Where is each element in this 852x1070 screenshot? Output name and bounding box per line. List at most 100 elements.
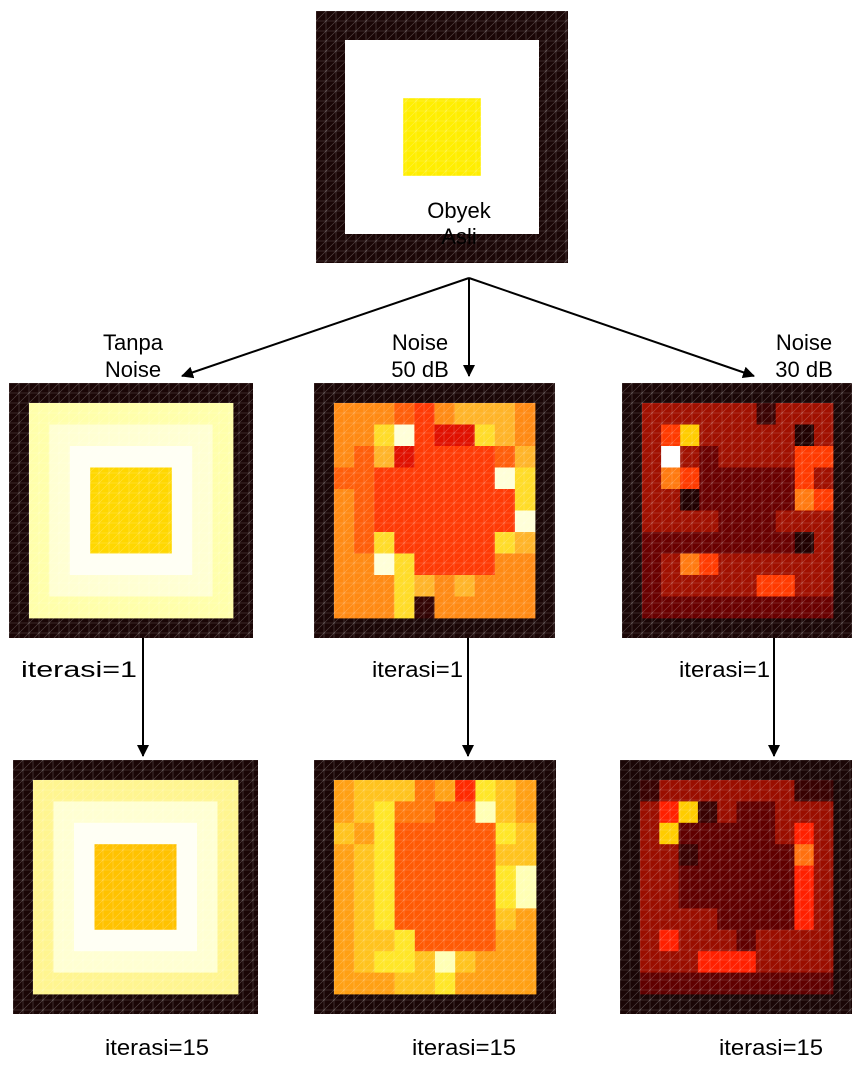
pixel-cell (192, 446, 213, 468)
pixel-cell (680, 403, 700, 425)
pixel-cell (717, 844, 737, 866)
pixel-cell (334, 575, 355, 597)
pixel-cell (394, 908, 416, 931)
pixel-cell (414, 908, 436, 931)
pixel-cell (414, 489, 435, 511)
pixel-cell (69, 489, 91, 511)
pixel-cell (33, 822, 54, 845)
pixel-cell (197, 908, 218, 931)
pixel-cell (455, 780, 476, 802)
pixel-cell (374, 865, 395, 888)
pixel-cell (699, 510, 719, 533)
pixel-cell (515, 822, 537, 845)
pixel-cell (334, 446, 355, 468)
pixel-cell (435, 972, 456, 995)
pixel-cell (794, 575, 815, 597)
pixel-cell (515, 801, 537, 824)
pixel-cell (176, 887, 198, 909)
pixel-cell (135, 865, 157, 888)
pixel-cell (354, 929, 375, 952)
pixel-cell (514, 532, 536, 554)
pixel-cell (90, 510, 111, 533)
pixel-cell (515, 780, 537, 802)
pixel-cell (813, 801, 834, 824)
pixel-cell (775, 951, 795, 973)
pixel-cell (74, 929, 95, 952)
pixel-cell (661, 446, 681, 468)
pixel-cell (74, 844, 95, 866)
pixel-cell (131, 532, 152, 554)
pixel-cell (775, 972, 795, 995)
pixel-cell (794, 844, 815, 866)
pixel-cell (374, 822, 395, 845)
pixel-cell (680, 424, 700, 447)
pixel-cell (659, 908, 679, 931)
pixel-cell (115, 822, 136, 845)
pixel-cell (151, 553, 173, 576)
pixel-cell (156, 865, 177, 888)
pixel-cell (718, 553, 738, 576)
pixel-cell (394, 532, 415, 554)
pixel-cell (115, 908, 136, 931)
pixel-cell (394, 801, 416, 824)
pixel-cell (661, 596, 681, 619)
pixel-cell (794, 887, 815, 909)
pixel-cell (74, 865, 95, 888)
pixel-cell (756, 532, 777, 554)
arrow-to-tanpa-noise (181, 277, 470, 379)
pixel-cell (33, 951, 54, 973)
pixel-cell (699, 446, 719, 468)
pixel-cell (131, 446, 152, 468)
pixel-cell (334, 844, 355, 866)
pixel-cell (659, 972, 679, 995)
pixel-cell (794, 553, 815, 576)
pixel-cell (374, 424, 395, 447)
pixel-cell (94, 801, 116, 824)
pixel-cell (151, 532, 173, 554)
pixel-cell (151, 403, 173, 425)
tanpa-noise-heading-line1: Tanpa (103, 330, 164, 355)
pixel-cell (414, 532, 435, 554)
pixel-cell (151, 467, 173, 490)
pixel-cell (697, 929, 718, 952)
pixel-cell (394, 780, 416, 802)
pixel-cell (794, 822, 815, 845)
pixel-cell (156, 801, 177, 824)
pixel-cell (156, 972, 177, 995)
pixel-cell (813, 596, 834, 619)
pixel-cell (90, 596, 111, 619)
pixel-cell (756, 510, 777, 533)
pixel-cell (737, 446, 757, 468)
pixel-cell (434, 553, 455, 576)
pixel-cell (334, 972, 355, 995)
pixel-cell (737, 532, 757, 554)
pixel-cell (475, 929, 496, 952)
pixel-cell (717, 822, 737, 845)
pixel-cell (717, 801, 737, 824)
pixel-cell (90, 424, 111, 447)
pixel-cell (455, 908, 476, 931)
pixel-cell (494, 467, 516, 490)
pixel-cell (212, 467, 234, 490)
pixel-cell (414, 424, 435, 447)
pixel-cell (176, 908, 198, 931)
pixel-cell (794, 972, 815, 995)
pixel-cell (813, 446, 834, 468)
pixel-cell (659, 865, 679, 888)
pixel-cell (90, 467, 111, 490)
pixel-cell (414, 822, 436, 845)
pixel-cell (69, 532, 91, 554)
pixel-cell (494, 446, 516, 468)
pixel-cell (414, 951, 436, 973)
pixel-cell (171, 575, 193, 597)
pixel-cell (176, 801, 198, 824)
pixel-cell (475, 865, 496, 888)
pixel-cell (197, 887, 218, 909)
pixel-cell (813, 780, 834, 802)
pixel-cell (94, 972, 116, 995)
pixel-cell (678, 801, 699, 824)
pixel-cell (717, 887, 737, 909)
pixel-cell (775, 467, 796, 490)
pixel-cell (756, 596, 777, 619)
